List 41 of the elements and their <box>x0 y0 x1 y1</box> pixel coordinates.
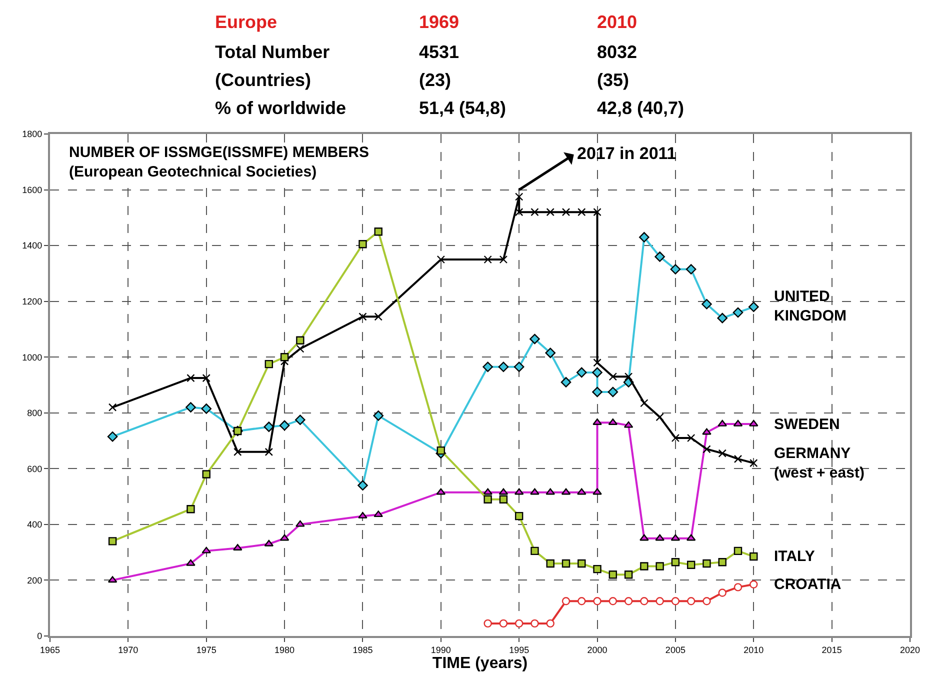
text: 42,8 (40,7) <box>597 98 684 118</box>
y-tick-label: 1800 <box>22 129 42 140</box>
text: (23) <box>419 70 452 90</box>
series-label: UNITED KINGDOM <box>774 288 846 324</box>
y-tick-label: 600 <box>27 464 42 474</box>
text: 4531 <box>419 42 460 62</box>
y-tick-label: 1600 <box>22 184 42 195</box>
y-tick-label: 1400 <box>22 240 42 251</box>
text: % of worldwide <box>215 98 346 118</box>
y-tick-label: 800 <box>27 408 42 418</box>
y-tick-label: 1200 <box>22 296 42 306</box>
x-tick-label: 2005 <box>665 644 686 655</box>
text: 1969 <box>419 12 460 32</box>
text: 8032 <box>597 42 638 62</box>
series-label: CROATIA <box>774 576 842 593</box>
y-tick-label: 200 <box>27 575 42 586</box>
y-tick-label: 400 <box>27 520 42 530</box>
x-tick-label: 1995 <box>509 644 530 655</box>
x-axis-title: TIME (years) <box>432 654 528 672</box>
x-tick-label: 1985 <box>352 644 373 655</box>
text: 2010 <box>597 12 638 32</box>
text: NUMBER OF ISSMGE(ISSMFE) MEMBERS (European Geotechnical Societies) <box>69 144 370 180</box>
text: 51,4 (54,8) <box>419 98 506 118</box>
x-tick-label: 1980 <box>274 644 295 655</box>
text: Europe <box>215 12 278 32</box>
annotation: 2017 in 2011 <box>577 144 676 163</box>
x-tick-label: 2015 <box>822 644 842 655</box>
x-tick-label: 2000 <box>587 644 608 655</box>
x-tick-label: 1990 <box>430 644 451 655</box>
x-tick-label: 1970 <box>118 644 138 655</box>
series-label: GERMANY (west + east) <box>774 445 864 482</box>
x-tick-label: 1975 <box>196 644 216 655</box>
x-tick-label: 1965 <box>40 644 60 655</box>
text: Total Number <box>215 42 330 62</box>
x-tick-label: 2020 <box>900 644 920 655</box>
y-tick-label: 0 <box>37 631 42 642</box>
text: (35) <box>597 70 630 90</box>
y-tick-label: 1000 <box>22 352 42 362</box>
x-tick-label: 2010 <box>744 644 764 655</box>
series-label: ITALY <box>774 548 815 565</box>
text: (Countries) <box>215 70 311 90</box>
